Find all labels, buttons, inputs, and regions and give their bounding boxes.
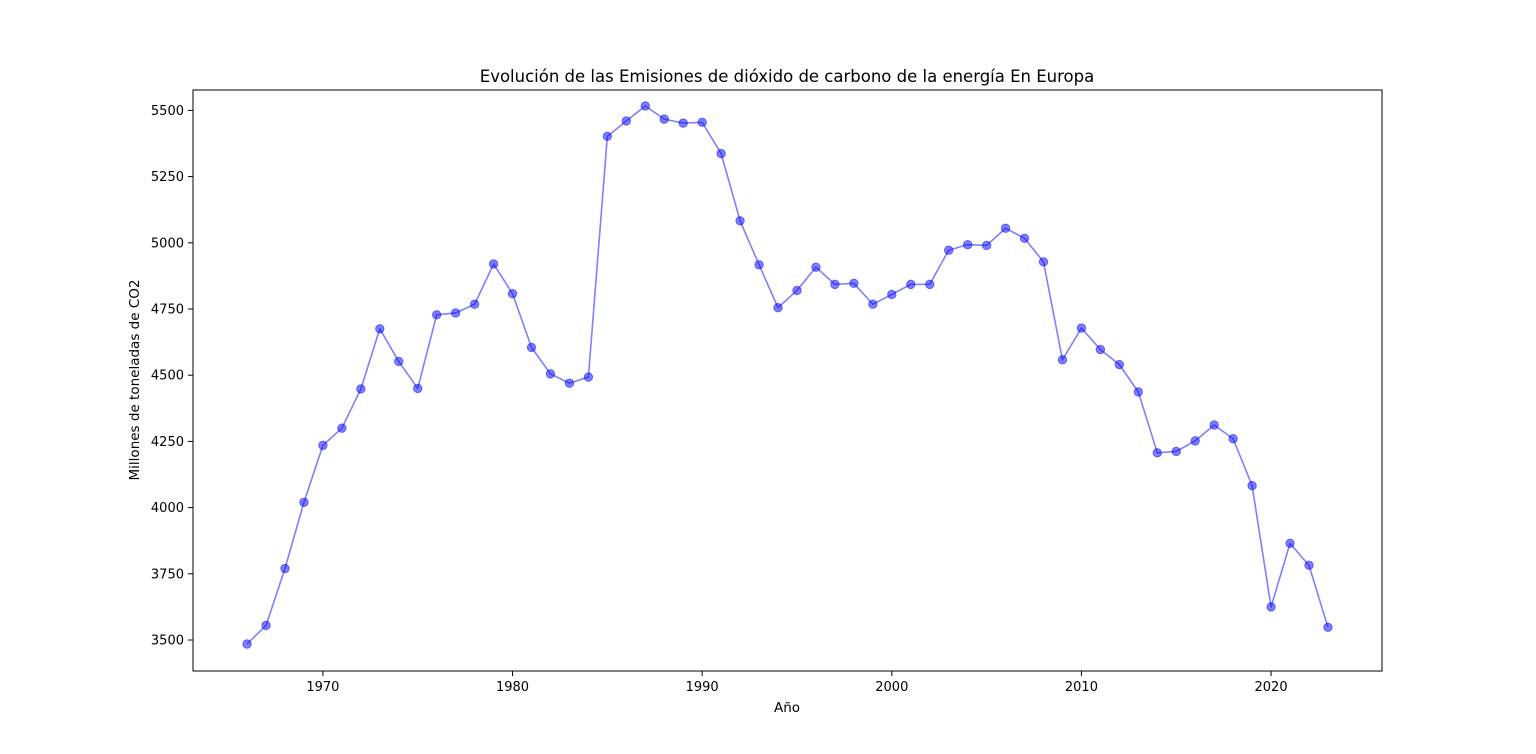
- y-tick-label: 4500: [151, 369, 184, 384]
- data-point: [394, 356, 404, 367]
- data-point: [1076, 323, 1087, 333]
- x-tick-label: 1970: [306, 680, 339, 695]
- y-tick-label: 3750: [151, 567, 184, 582]
- y-tick-label: 4250: [151, 435, 184, 450]
- data-point: [943, 245, 954, 255]
- data-point: [849, 278, 859, 289]
- data-point: [1285, 538, 1295, 549]
- data-point: [830, 279, 840, 290]
- data-point: [640, 101, 650, 111]
- data-point: [659, 114, 669, 124]
- data-point: [868, 299, 878, 309]
- x-tick-label: 2010: [1065, 680, 1098, 695]
- data-point: [1209, 420, 1219, 430]
- data-point: [545, 369, 556, 379]
- data-point: [773, 302, 783, 313]
- data-point: [1057, 355, 1068, 365]
- data-point: [318, 440, 328, 451]
- data-point: [431, 310, 442, 320]
- data-point: [1304, 560, 1314, 571]
- data-point: [564, 378, 575, 388]
- data-point: [413, 383, 423, 394]
- y-axis: 3500 3750 4000 4250 4500 4750 5000 5250 5500: [151, 104, 193, 649]
- data-point: [1247, 480, 1257, 491]
- data-point: [1019, 233, 1030, 244]
- data-point: [792, 285, 802, 296]
- data-point: [526, 342, 537, 353]
- data-point: [887, 289, 897, 300]
- data-point: [375, 324, 385, 334]
- y-axis-label: Millones de toneladas de CO2: [127, 280, 143, 481]
- data-point: [925, 279, 935, 290]
- data-point: [337, 423, 347, 433]
- x-tick-label: 2020: [1255, 680, 1288, 695]
- data-point: [1266, 602, 1276, 612]
- data-point: [1114, 359, 1125, 370]
- series-line: [246, 105, 1329, 645]
- data-point: [735, 216, 745, 226]
- x-axis: 1970 1980 1990 2000 2010 2020: [306, 671, 1288, 695]
- data-point: [1190, 436, 1200, 446]
- data-point: [678, 118, 688, 128]
- data-point: [261, 620, 271, 631]
- data-point: [1095, 344, 1106, 355]
- data-point: [488, 259, 499, 269]
- data-point: [299, 497, 309, 508]
- data-point: [716, 148, 726, 159]
- data-point: [1171, 446, 1181, 457]
- y-tick-label: 5000: [151, 236, 184, 251]
- data-point: [1000, 223, 1011, 233]
- data-point: [754, 260, 764, 270]
- x-tick-label: 2000: [875, 680, 908, 695]
- data-point: [469, 299, 480, 309]
- data-point: [280, 563, 290, 574]
- y-tick-label: 4000: [151, 501, 184, 516]
- data-point: [602, 131, 613, 142]
- data-point: [697, 117, 707, 128]
- data-point: [811, 262, 821, 272]
- x-tick-label: 1980: [496, 680, 529, 695]
- data-point: [450, 308, 461, 318]
- x-tick-label: 1990: [686, 680, 719, 695]
- plot-area: [242, 101, 1333, 649]
- y-tick-label: 5250: [151, 170, 184, 185]
- data-point: [1152, 448, 1162, 458]
- data-point: [621, 116, 632, 126]
- y-tick-label: 3500: [151, 634, 184, 649]
- data-point: [1228, 434, 1238, 444]
- y-tick-label: 5500: [151, 104, 184, 119]
- data-point: [962, 239, 973, 250]
- chart-title: Evolución de las Emisiones de dióxido de…: [480, 67, 1094, 86]
- plot-frame: [192, 89, 1383, 672]
- data-point: [981, 240, 992, 251]
- data-point: [1133, 387, 1144, 397]
- data-point: [507, 288, 518, 299]
- data-point: [356, 384, 366, 394]
- data-point: [242, 639, 252, 649]
- data-point: [583, 372, 594, 382]
- data-point: [1323, 622, 1333, 633]
- y-tick-label: 4750: [151, 303, 184, 318]
- data-point: [1038, 257, 1049, 267]
- x-axis-label: Año: [774, 700, 800, 716]
- data-point: [906, 279, 916, 290]
